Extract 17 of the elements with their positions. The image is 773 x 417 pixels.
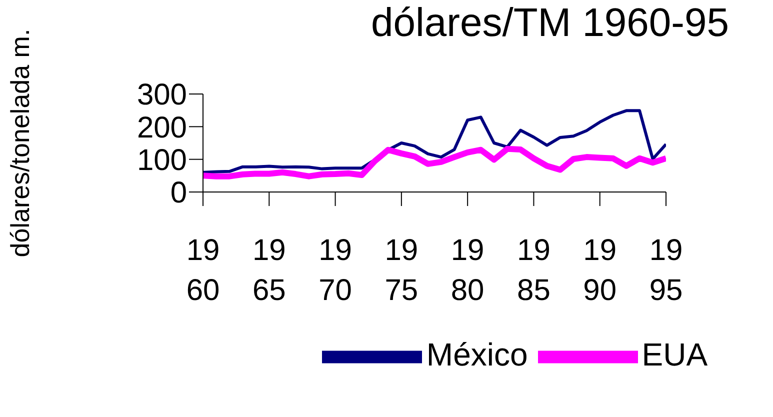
legend-label: México <box>426 336 528 372</box>
line-series <box>203 109 666 174</box>
y-tick-label: 100 <box>136 144 187 177</box>
x-tick-label: 19 75 <box>384 234 418 307</box>
y-tick-label: 0 <box>170 176 187 210</box>
x-tick-label: 19 95 <box>649 234 683 307</box>
x-tick-label: 19 65 <box>252 234 286 307</box>
y-tick-label: 200 <box>136 111 187 144</box>
legend-label: EUA <box>642 336 708 372</box>
x-tick-label: 19 70 <box>318 234 352 307</box>
x-tick-label: 19 60 <box>186 234 220 307</box>
x-tick-label: 19 90 <box>583 234 617 307</box>
y-tick-label: 300 <box>136 78 187 112</box>
x-tick-label: 19 80 <box>450 234 484 307</box>
x-tick-label: 19 85 <box>517 234 550 307</box>
chart-title: dólares/TM 1960-95 <box>370 0 730 46</box>
y-axis-title: dólares/tonelada m. <box>5 28 36 258</box>
